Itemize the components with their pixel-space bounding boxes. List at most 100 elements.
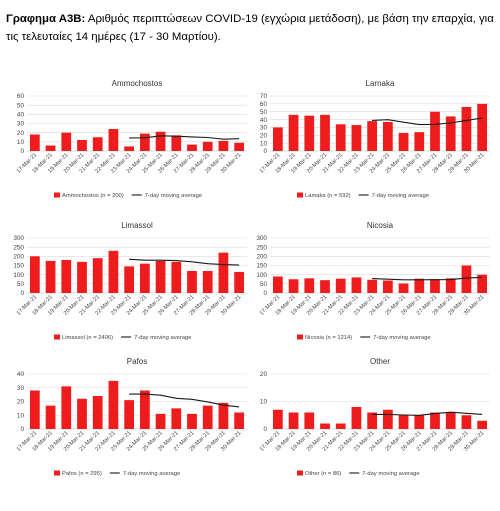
y-tick-label: 250 xyxy=(256,244,267,251)
bar xyxy=(382,121,393,151)
bar xyxy=(45,260,56,293)
y-tick-label: 50 xyxy=(17,281,25,288)
y-tick-label: 50 xyxy=(260,109,268,116)
chart-limassol-svg: Limassol05010015020025030017-Mar-2118-Ma… xyxy=(13,221,247,341)
bar xyxy=(288,279,299,293)
bar xyxy=(108,250,119,293)
legend-bar-label: Other (n = 86) xyxy=(305,471,341,477)
legend-line-label: 7-day moving average xyxy=(145,193,202,199)
legend-line-label: 7-day moving average xyxy=(134,335,191,341)
bar xyxy=(414,278,425,293)
chart-other-svg: Other0102017-Mar-2118-Mar-2119-Mar-2120-… xyxy=(259,357,490,477)
bar xyxy=(335,124,346,151)
moving-average-line xyxy=(129,135,240,140)
legend-bar-label: Lamaka (n = 592) xyxy=(305,193,351,199)
chart-title: Limassol xyxy=(121,221,153,230)
bar xyxy=(61,132,72,151)
bar xyxy=(398,415,409,429)
bar xyxy=(414,132,425,151)
legend-line-label: 7-day moving average xyxy=(123,471,180,477)
y-tick-label: 200 xyxy=(256,254,267,261)
moving-average-line xyxy=(372,411,483,416)
y-tick-label: 30 xyxy=(260,125,268,132)
y-tick-label: 150 xyxy=(13,263,24,270)
bar xyxy=(335,423,346,429)
y-tick-label: 30 xyxy=(17,385,25,392)
y-tick-label: 40 xyxy=(260,117,268,124)
bar xyxy=(367,121,378,151)
bar xyxy=(155,413,166,429)
legend-line-label: 7-day moving average xyxy=(372,193,429,199)
y-tick-label: 20 xyxy=(260,132,268,139)
bar xyxy=(139,390,150,429)
bar xyxy=(139,263,150,293)
y-tick-label: 60 xyxy=(260,101,268,108)
bar xyxy=(477,274,488,293)
y-tick-label: 20 xyxy=(260,371,268,378)
bar xyxy=(234,412,245,429)
legend-bar-label: Ammochostos (n = 200) xyxy=(62,193,124,199)
y-tick-label: 50 xyxy=(260,281,268,288)
bar xyxy=(461,415,472,429)
chart-title: Other xyxy=(370,357,390,366)
y-tick-label: 200 xyxy=(13,254,24,261)
bar xyxy=(171,261,182,293)
legend-line-label: 7-day moving average xyxy=(362,471,419,477)
bar xyxy=(187,271,197,293)
bar xyxy=(187,144,197,151)
bar xyxy=(77,261,87,293)
moving-average-line xyxy=(129,393,240,408)
y-tick-label: 20 xyxy=(17,399,25,406)
bar xyxy=(234,271,245,293)
bar xyxy=(124,146,135,151)
figure-heading-label: Γραφημα Α3Β: xyxy=(6,13,86,25)
chart-other: Other 0 10 20 17-Mar-21 18-Mar-21 19-Mar-21 20-… xyxy=(249,352,494,492)
bar xyxy=(29,134,40,151)
bar xyxy=(430,279,440,293)
bar xyxy=(272,409,283,429)
moving-average-line xyxy=(372,117,483,126)
bar xyxy=(367,279,378,293)
bar xyxy=(92,396,103,429)
bar xyxy=(320,423,330,429)
bar xyxy=(218,252,229,293)
bar xyxy=(108,380,119,429)
bar xyxy=(108,129,119,151)
legend-bar-label: Limassol (n = 2406) xyxy=(62,335,113,341)
bar xyxy=(92,137,103,151)
bar xyxy=(445,278,456,293)
bar xyxy=(304,278,315,293)
bar xyxy=(382,409,393,429)
y-tick-label: 50 xyxy=(17,102,25,109)
y-tick-label: 300 xyxy=(256,235,267,242)
chart-title: Nicosia xyxy=(367,221,394,230)
bar xyxy=(202,405,213,429)
bar xyxy=(320,280,330,293)
y-tick-label: 40 xyxy=(17,371,25,378)
chart-ammochostos: Ammochostos 0 10 20 30 40 50 60 17-Mar-21 18-Mar-… xyxy=(6,74,251,214)
chart-larnaka-svg: Larnaka01020304050607017-Mar-2118-Mar-21… xyxy=(259,79,490,199)
legend-bar-swatch xyxy=(297,192,303,198)
bar xyxy=(430,412,440,429)
chart-pafos: Pafos 0 10 20 30 40 17-Mar-21 18-Mar-21 19-Mar-2… xyxy=(6,352,251,492)
y-tick-label: 30 xyxy=(17,121,25,128)
bar xyxy=(288,412,299,429)
y-tick-label: 0 xyxy=(20,148,24,155)
bar xyxy=(414,415,425,429)
figure-heading: Γραφημα Α3Β: Αριθμός περιπτώσεων COVID-1… xyxy=(6,10,494,46)
bar xyxy=(477,103,488,151)
bar xyxy=(304,412,315,429)
bar xyxy=(45,405,56,429)
legend-line-label: 7-day moving average xyxy=(373,335,430,341)
bar xyxy=(461,107,472,151)
bar xyxy=(45,145,56,151)
bar xyxy=(351,277,362,293)
bar xyxy=(155,260,166,293)
y-tick-label: 300 xyxy=(13,235,24,242)
bar xyxy=(218,140,229,151)
bar xyxy=(367,412,378,429)
bar xyxy=(171,408,182,429)
bar xyxy=(272,127,283,151)
bar xyxy=(304,115,315,151)
chart-title: Pafos xyxy=(127,357,147,366)
